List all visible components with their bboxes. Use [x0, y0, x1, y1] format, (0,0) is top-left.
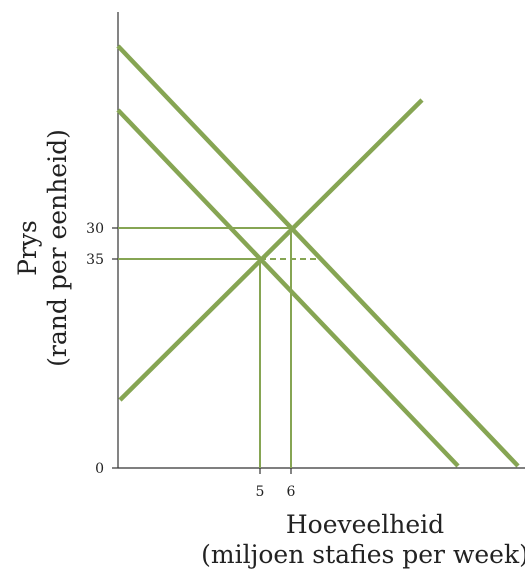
demand-curve-shifted [116, 44, 520, 468]
x-tick-label: 6 [287, 484, 296, 500]
y-tick-label: 30 [86, 221, 104, 237]
x-tick-label: 5 [256, 484, 265, 500]
demand-curve [116, 108, 460, 468]
x-axis-subtitle: (miljoen stafies per week) [201, 540, 525, 569]
y-tick-label: 35 [86, 252, 104, 268]
y-axis-title: Prys [13, 220, 42, 276]
x-axis-title: Hoeveelheid [286, 510, 444, 539]
supply-curve [118, 98, 424, 402]
y-axis-subtitle: (rand per eenheid) [43, 129, 72, 367]
y-tick-label: 0 [95, 461, 104, 477]
